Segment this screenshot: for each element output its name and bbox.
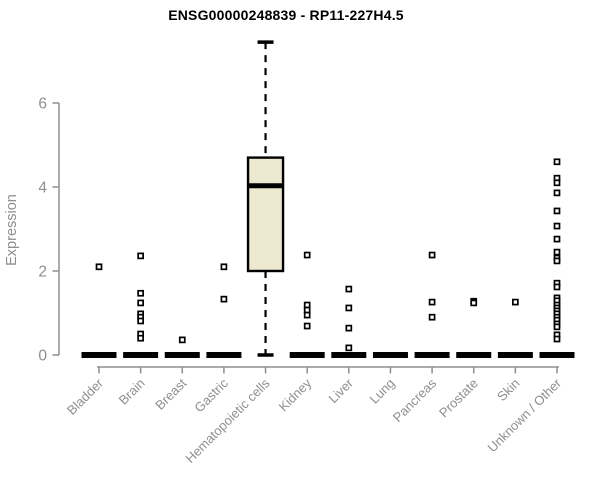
- zero-box-pancreas: [414, 352, 450, 358]
- outlier-point-unknown-other: [553, 179, 561, 187]
- outlier-point-unknown-other: [553, 222, 561, 230]
- outlier-point-brain: [137, 317, 144, 325]
- y-tick-label-6: 6: [38, 96, 47, 113]
- outlier-point-prostate: [470, 299, 478, 307]
- zero-box-kidney: [289, 352, 325, 358]
- y-axis-title: Expression: [4, 194, 20, 266]
- outlier-point-brain: [137, 289, 144, 297]
- x-tick-label-unknown-other: Unknown / Other: [485, 375, 565, 455]
- y-tick-label-2: 2: [38, 264, 47, 281]
- zero-box-unknown-other: [539, 352, 575, 358]
- box-hematopoietic-cells: [246, 156, 285, 273]
- outlier-point-liver: [345, 324, 353, 332]
- outlier-point-liver: [345, 285, 353, 293]
- outlier-point-liver: [345, 304, 353, 312]
- outlier-point-kidney: [303, 311, 311, 319]
- outlier-point-unknown-other: [553, 323, 561, 331]
- outlier-point-brain: [137, 299, 144, 307]
- zero-box-lung: [372, 352, 408, 358]
- outlier-point-breast: [178, 336, 186, 344]
- outlier-point-unknown-other: [553, 207, 561, 215]
- outlier-point-unknown-other: [553, 248, 561, 256]
- outlier-point-bladder: [95, 263, 103, 271]
- zero-box-breast: [164, 352, 200, 358]
- x-tick-label-prostate: Prostate: [436, 376, 481, 421]
- y-tick-label-0: 0: [38, 348, 47, 365]
- outlier-point-unknown-other: [553, 158, 561, 166]
- zero-box-skin: [497, 352, 533, 358]
- x-tick-label-breast: Breast: [152, 375, 189, 412]
- outlier-point-unknown-other: [553, 189, 561, 197]
- x-tick-label-lung: Lung: [367, 376, 398, 407]
- chart-title: ENSG00000248839 - RP11-227H4.5: [168, 7, 404, 23]
- zero-box-gastric: [206, 352, 242, 358]
- zero-box-liver: [331, 352, 367, 358]
- outlier-point-unknown-other: [553, 257, 561, 265]
- zero-box-prostate: [456, 352, 492, 358]
- outlier-point-brain: [137, 252, 144, 260]
- zero-box-bladder: [81, 352, 117, 358]
- x-tick-label-bladder: Bladder: [64, 375, 107, 418]
- outlier-point-liver: [345, 344, 353, 352]
- x-tick-label-pancreas: Pancreas: [390, 375, 440, 425]
- x-tick-label-kidney: Kidney: [276, 375, 315, 414]
- outlier-point-gastric: [220, 263, 228, 271]
- outlier-point-unknown-other: [553, 283, 561, 291]
- outlier-point-brain: [137, 334, 144, 342]
- outlier-point-gastric: [220, 295, 228, 303]
- outlier-point-pancreas: [428, 251, 436, 259]
- zero-box-brain: [123, 352, 159, 358]
- y-tick-label-4: 4: [38, 180, 47, 197]
- outlier-point-skin: [512, 298, 519, 306]
- x-tick-label-liver: Liver: [325, 375, 356, 406]
- outlier-point-pancreas: [428, 313, 436, 321]
- outlier-point-kidney: [303, 251, 311, 259]
- outlier-point-unknown-other: [553, 235, 561, 243]
- x-tick-label-gastric: Gastric: [191, 375, 231, 415]
- x-tick-label-skin: Skin: [494, 376, 522, 404]
- x-tick-label-brain: Brain: [116, 376, 148, 408]
- outlier-point-kidney: [303, 322, 311, 330]
- outlier-point-pancreas: [428, 298, 436, 306]
- outlier-point-unknown-other: [553, 335, 561, 343]
